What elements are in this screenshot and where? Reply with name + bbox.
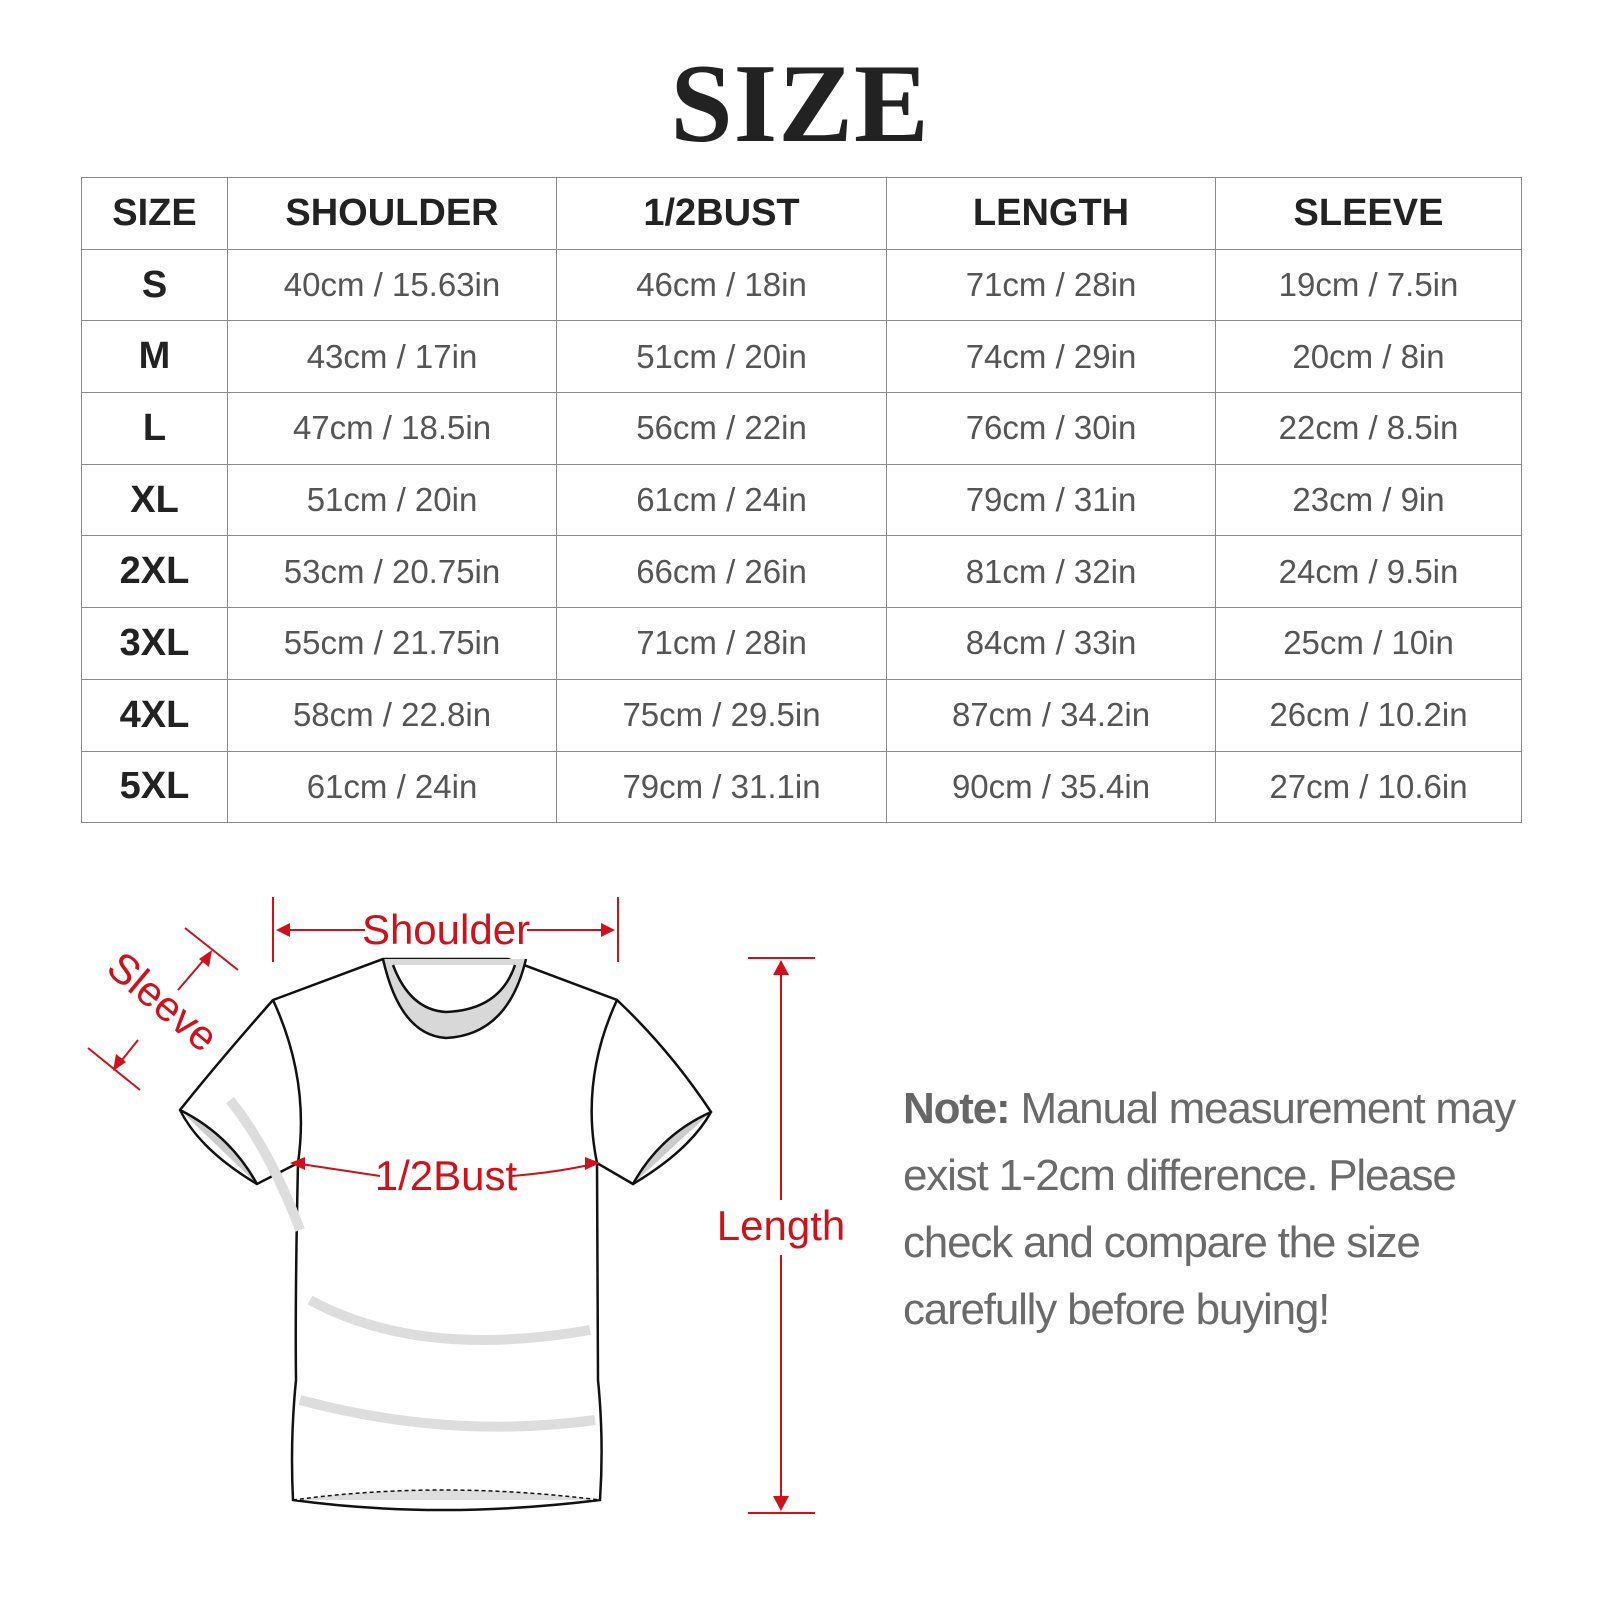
- table-row: 5XL 61cm / 24in 79cm / 31.1in 90cm / 35.4in…: [81, 750, 1522, 824]
- measurement-cell: 53cm / 20.75in: [227, 535, 557, 609]
- measurement-cell: 75cm / 29.5in: [556, 678, 887, 752]
- measurement-cell: 74cm / 29in: [886, 320, 1216, 394]
- table-row: 2XL 53cm / 20.75in 66cm / 26in 81cm / 32in 2…: [81, 535, 1522, 609]
- tshirt-illustration: [178, 957, 713, 1512]
- bust-label: 1/2Bust: [375, 1152, 518, 1199]
- measurement-cell: 22cm / 8.5in: [1215, 392, 1522, 465]
- size-cell: 3XL: [81, 607, 228, 680]
- measurement-cell: 76cm / 30in: [886, 392, 1216, 465]
- measurement-cell: 61cm / 24in: [556, 463, 887, 537]
- measurement-cell: 84cm / 33in: [886, 607, 1216, 680]
- measurement-cell: 79cm / 31.1in: [556, 750, 887, 824]
- table-row: 3XL 55cm / 21.75in 71cm / 28in 84cm / 33in 2…: [81, 607, 1522, 680]
- measure-arrows: [87, 897, 815, 1514]
- measurement-cell: 23cm / 9in: [1215, 463, 1522, 537]
- measurement-cell: 58cm / 22.8in: [227, 678, 557, 752]
- measurement-cell: 66cm / 26in: [556, 535, 887, 609]
- measurement-cell: 55cm / 21.75in: [227, 607, 557, 680]
- table-row: 4XL 58cm / 22.8in 75cm / 29.5in 87cm / 34.2…: [81, 678, 1522, 752]
- measurement-cell: 61cm / 24in: [227, 750, 557, 824]
- size-cell: XL: [81, 463, 228, 537]
- note-label: Note:: [903, 1084, 1011, 1133]
- header-bust: 1/2BUST: [556, 177, 887, 250]
- measurement-cell: 27cm / 10.6in: [1215, 750, 1522, 824]
- size-cell: M: [81, 320, 228, 394]
- header-size: SIZE: [81, 177, 228, 250]
- table-header-row: SIZE SHOULDER 1/2BUST LENGTH SLEEVE: [81, 177, 1522, 250]
- size-cell: L: [81, 392, 228, 465]
- length-label: Length: [717, 1202, 845, 1249]
- size-cell: 4XL: [81, 678, 228, 752]
- measurement-cell: 81cm / 32in: [886, 535, 1216, 609]
- measurement-cell: 46cm / 18in: [556, 248, 887, 322]
- measurement-cell: 56cm / 22in: [556, 392, 887, 465]
- table-row: S 40cm / 15.63in 46cm / 18in 71cm / 28in 19c…: [81, 248, 1522, 322]
- table-row: M 43cm / 17in 51cm / 20in 74cm / 29in 20cm /…: [81, 320, 1522, 394]
- size-cell: S: [81, 248, 228, 322]
- table-row: L 47cm / 18.5in 56cm / 22in 76cm / 30in 22cm…: [81, 392, 1522, 465]
- measurement-cell: 19cm / 7.5in: [1215, 248, 1522, 322]
- measurement-cell: 25cm / 10in: [1215, 607, 1522, 680]
- measurement-cell: 20cm / 8in: [1215, 320, 1522, 394]
- measurement-cell: 51cm / 20in: [227, 463, 557, 537]
- size-cell: 5XL: [81, 750, 228, 824]
- measurement-cell: 43cm / 17in: [227, 320, 557, 394]
- page-title: SIZE: [670, 42, 930, 166]
- measurement-cell: 71cm / 28in: [886, 248, 1216, 322]
- shoulder-label: Shoulder: [362, 906, 530, 953]
- measurement-cell: 71cm / 28in: [556, 607, 887, 680]
- measurement-cell: 24cm / 9.5in: [1215, 535, 1522, 609]
- measurement-cell: 40cm / 15.63in: [227, 248, 557, 322]
- size-table: SIZE SHOULDER 1/2BUST LENGTH SLEEVE S 40c…: [81, 177, 1522, 824]
- note-text: Note: Manual measurement may exist 1-2cm…: [903, 1075, 1523, 1343]
- measurement-cell: 26cm / 10.2in: [1215, 678, 1522, 752]
- header-length: LENGTH: [886, 177, 1216, 250]
- measurement-cell: 90cm / 35.4in: [886, 750, 1216, 824]
- table-row: XL 51cm / 20in 61cm / 24in 79cm / 31in 23cm …: [81, 463, 1522, 537]
- note-body: Manual measurement may exist 1-2cm diffe…: [903, 1084, 1516, 1334]
- header-sleeve: SLEEVE: [1215, 177, 1522, 250]
